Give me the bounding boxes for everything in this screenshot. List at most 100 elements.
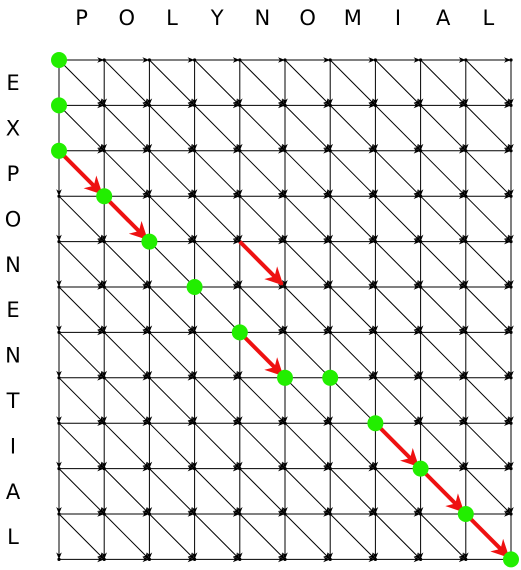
diagonal-edge: [103, 513, 150, 560]
diagonal-edge: [103, 150, 150, 197]
grid-node: [509, 285, 513, 289]
diagonal-edge: [284, 332, 331, 379]
path-arrow: [464, 512, 510, 558]
top-letter: Y: [210, 6, 224, 30]
diagonal-edge: [194, 286, 241, 333]
diagonal-edge: [58, 377, 105, 424]
diagonal-edge: [420, 377, 467, 424]
diagonal-edge: [465, 377, 512, 424]
diagonal-edge: [465, 422, 512, 469]
path-arrow: [238, 240, 284, 286]
grid-node: [57, 557, 61, 562]
highlighted-node: [322, 369, 339, 386]
diagonal-edge: [465, 286, 512, 333]
grid-node: [464, 194, 468, 198]
path-arrow: [102, 194, 148, 241]
grid-node: [147, 58, 151, 62]
highlighted-node: [457, 506, 474, 522]
path-arrow: [419, 467, 465, 513]
grid-node: [238, 512, 242, 516]
side-letter: E: [6, 71, 19, 95]
grid-node: [419, 240, 423, 244]
diagonal-edge: [329, 286, 376, 333]
highlighted-node: [186, 279, 203, 295]
grid-node: [509, 194, 513, 198]
grid-node: [193, 376, 197, 380]
grid-node: [509, 58, 513, 62]
grid-node: [283, 421, 287, 425]
top-letter: O: [299, 6, 316, 30]
grid-node: [57, 330, 61, 334]
diagonal-edge: [284, 241, 331, 288]
highlighted-node: [51, 52, 67, 68]
grid-node: [238, 557, 242, 562]
grid-node: [147, 557, 151, 562]
grid-node: [193, 103, 197, 107]
grid-node: [238, 194, 242, 198]
diagonal-edge: [375, 513, 421, 560]
diagonal-edge: [239, 195, 286, 242]
grid-node: [464, 285, 468, 289]
grid-node: [419, 103, 423, 107]
diagonal-edge: [103, 286, 150, 333]
diagonal-edge: [329, 150, 376, 197]
grid-node: [328, 285, 332, 289]
diagonal-edge: [375, 286, 421, 333]
grid-node: [102, 285, 106, 289]
diagonal-edge: [103, 105, 150, 152]
diagonal-edge: [194, 59, 241, 106]
grid-node: [419, 149, 423, 153]
grid-node: [509, 467, 513, 471]
diagonal-edge: [329, 422, 376, 469]
grid-node: [283, 103, 287, 107]
grid-node: [373, 467, 377, 471]
grid-node: [373, 149, 377, 153]
side-letter: N: [5, 344, 21, 368]
grid-node: [328, 194, 332, 198]
path-arrow: [238, 330, 284, 377]
diagonal-edge: [284, 59, 331, 106]
highlighted-nodes: [51, 52, 519, 568]
diagonal-edge: [465, 150, 512, 197]
grid-node: [283, 467, 287, 471]
diagonal-edge: [375, 241, 421, 288]
grid-node: [464, 557, 468, 562]
grid-node: [464, 149, 468, 153]
grid-node: [373, 376, 377, 380]
grid-node: [283, 330, 287, 334]
diagonal-edge: [284, 468, 331, 515]
side-letter: P: [7, 162, 20, 186]
grid-node: [419, 285, 423, 289]
diagonal-edge: [284, 513, 331, 560]
diagonal-edge: [149, 332, 195, 379]
diagonal-edge: [284, 195, 331, 242]
side-letter: O: [5, 207, 22, 231]
diagonal-edge: [284, 150, 331, 197]
diagonal-edge: [58, 241, 105, 288]
diagonal-edge: [103, 377, 150, 424]
diagonal-edge: [149, 59, 195, 106]
grid-node: [373, 557, 377, 562]
diagonal-edge: [58, 468, 105, 515]
highlighted-node: [503, 551, 519, 568]
diagonal-edge: [420, 195, 467, 242]
diagonal-edge: [58, 105, 105, 152]
grid-node: [147, 467, 151, 471]
diagonal-edge: [375, 332, 421, 379]
grid-node: [147, 149, 151, 153]
grid-node: [193, 149, 197, 153]
grid-node: [328, 557, 332, 562]
grid-node: [509, 376, 513, 380]
grid-node: [102, 376, 106, 380]
grid-node: [283, 240, 287, 244]
diagonal-edge: [194, 377, 241, 424]
grid-node: [328, 421, 332, 425]
diagonal-edge: [284, 286, 331, 333]
diagonal-edge: [103, 241, 150, 288]
diagonal-edge: [58, 195, 105, 242]
diagonal-edge: [239, 286, 286, 333]
grid-node: [373, 194, 377, 198]
diagonal-edge: [329, 513, 376, 560]
grid-node: [283, 512, 287, 516]
diagonal-edge: [239, 150, 286, 197]
